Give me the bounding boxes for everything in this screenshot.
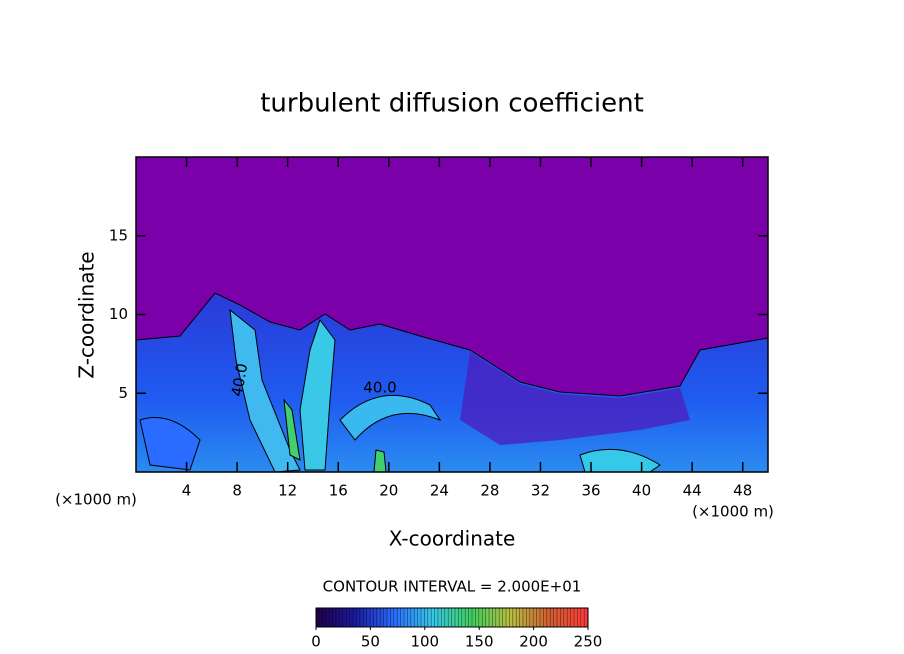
y-tick-label: 10 xyxy=(109,305,128,323)
colorbar-tick-label: 0 xyxy=(311,633,321,651)
colorbar-tick-label: 100 xyxy=(410,633,439,651)
x-tick-label: 40 xyxy=(632,482,651,500)
field-blob xyxy=(299,318,336,471)
x-tick-label: 24 xyxy=(430,482,449,500)
x-tick-label: 48 xyxy=(733,482,752,500)
field-blob xyxy=(283,398,301,461)
x-axis-label: X-coordinate xyxy=(389,527,516,551)
colorbar-tick-label: 200 xyxy=(519,633,548,651)
colorbar xyxy=(315,607,589,628)
field-blob xyxy=(373,449,387,473)
colorbar-tick-label: 250 xyxy=(574,633,603,651)
colorbar-tick-label: 50 xyxy=(361,633,380,651)
field-blob xyxy=(229,308,301,473)
x-tick-label: 16 xyxy=(329,482,348,500)
x-tick-label: 36 xyxy=(581,482,600,500)
contour-label: 40.0 xyxy=(228,362,252,398)
y-axis-label: Z-coordinate xyxy=(75,251,99,378)
field-region xyxy=(460,352,690,445)
x-tick-label: 28 xyxy=(480,482,499,500)
x-tick-label: 4 xyxy=(182,482,192,500)
field-blob xyxy=(139,417,201,471)
x-tick-label: 44 xyxy=(683,482,702,500)
x-tick-label: 20 xyxy=(379,482,398,500)
field-blob xyxy=(339,394,442,441)
colorbar-tick-label: 150 xyxy=(465,633,494,651)
contour-interval: CONTOUR INTERVAL = 2.000E+01 xyxy=(323,578,582,596)
x-tick-label: 32 xyxy=(531,482,550,500)
contour-label: 40.0 xyxy=(363,379,396,397)
x-tick-label: 8 xyxy=(232,482,242,500)
y-tick-label: 15 xyxy=(109,226,128,244)
contour-field xyxy=(135,157,769,473)
chart-title: turbulent diffusion coefficient xyxy=(260,89,644,119)
x-unit: (×1000 m) xyxy=(692,503,774,521)
y-unit: (×1000 m) xyxy=(55,491,137,509)
y-tick-label: 5 xyxy=(118,384,128,402)
x-tick-label: 12 xyxy=(278,482,297,500)
field-blob xyxy=(579,448,661,473)
